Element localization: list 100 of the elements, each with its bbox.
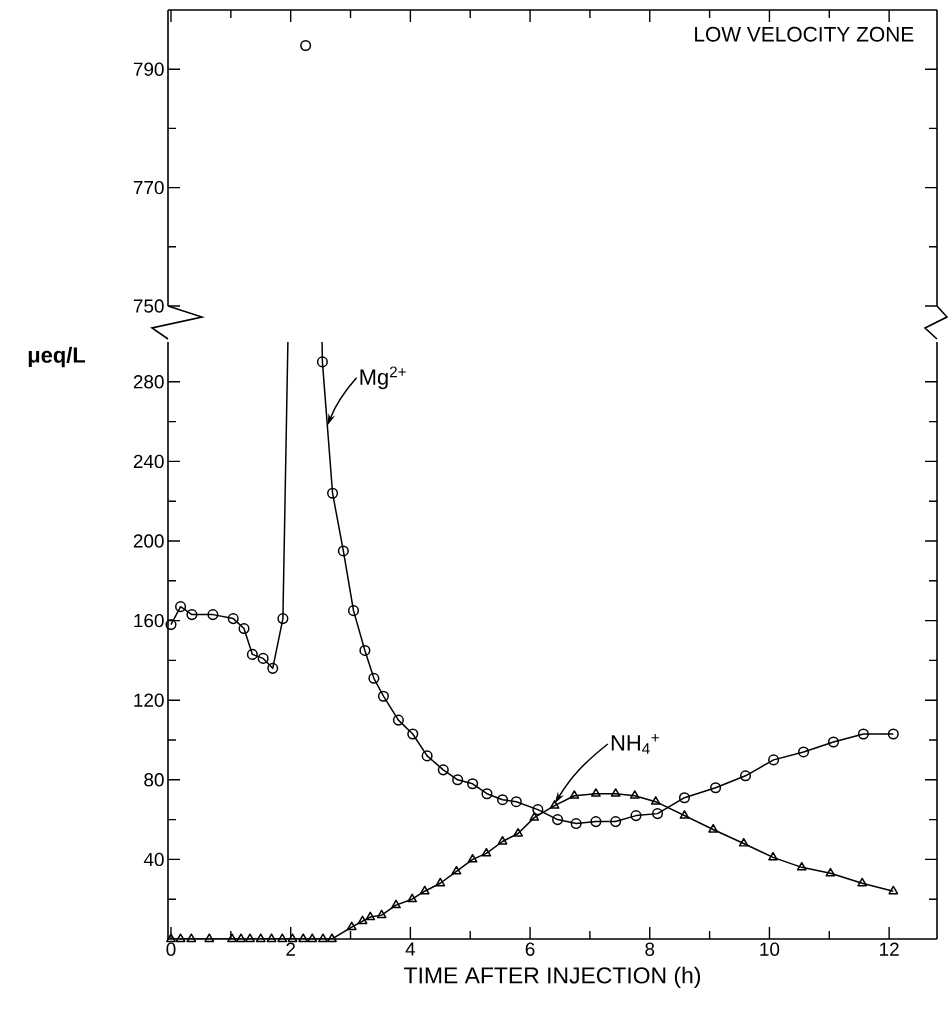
point bbox=[392, 714, 404, 726]
y-tick-label: 770 bbox=[133, 180, 164, 195]
point bbox=[246, 648, 258, 660]
point bbox=[857, 728, 869, 740]
point bbox=[175, 601, 187, 613]
point bbox=[238, 623, 250, 635]
point bbox=[739, 770, 752, 782]
point bbox=[825, 867, 836, 877]
point bbox=[227, 933, 237, 943]
point bbox=[236, 933, 246, 943]
point bbox=[227, 613, 239, 625]
point bbox=[738, 837, 749, 847]
y-tick-label: 120 bbox=[134, 693, 164, 707]
y-tick-label: 40 bbox=[143, 852, 164, 867]
point bbox=[437, 764, 449, 776]
point bbox=[888, 885, 899, 895]
series-label: NH$_{4}$+ bbox=[611, 734, 659, 754]
x-tick-label: 0 bbox=[166, 942, 176, 956]
point bbox=[549, 800, 560, 809]
point bbox=[327, 487, 339, 499]
y-tick-label: 790 bbox=[133, 62, 164, 76]
point bbox=[316, 356, 328, 368]
point bbox=[186, 609, 198, 621]
x-tick-label: 2 bbox=[286, 942, 295, 956]
point bbox=[421, 750, 433, 762]
point bbox=[327, 933, 337, 943]
point bbox=[266, 933, 277, 943]
point bbox=[650, 796, 661, 805]
point bbox=[318, 933, 328, 943]
x-tick-label: 6 bbox=[525, 942, 535, 956]
point bbox=[710, 782, 722, 794]
point bbox=[496, 794, 509, 806]
point bbox=[679, 810, 690, 819]
point bbox=[347, 605, 360, 617]
point bbox=[277, 933, 288, 943]
point bbox=[207, 609, 219, 621]
point bbox=[798, 746, 810, 758]
x-axis-title: TIME AFTER INJECTION (h) bbox=[404, 966, 701, 989]
point bbox=[510, 796, 522, 808]
x-tick-label: 4 bbox=[405, 942, 416, 956]
y-tick-label: 240 bbox=[133, 454, 164, 469]
point bbox=[255, 933, 266, 943]
x-tick-label: 12 bbox=[880, 942, 899, 956]
point bbox=[165, 619, 177, 631]
point bbox=[204, 933, 215, 943]
point bbox=[376, 909, 387, 919]
point bbox=[467, 853, 478, 863]
point bbox=[359, 644, 371, 656]
point bbox=[186, 933, 197, 943]
point bbox=[257, 652, 269, 664]
point bbox=[630, 810, 642, 822]
y-tick-label: 160 bbox=[134, 613, 164, 628]
point bbox=[407, 728, 419, 740]
point bbox=[419, 885, 430, 895]
point bbox=[768, 851, 778, 861]
point bbox=[552, 814, 564, 826]
y-axis-title: μeq/L bbox=[28, 346, 86, 368]
point bbox=[467, 778, 479, 790]
point bbox=[298, 933, 309, 943]
point bbox=[307, 933, 318, 943]
point bbox=[569, 790, 580, 799]
point bbox=[610, 788, 621, 797]
point bbox=[532, 804, 544, 816]
point bbox=[570, 818, 582, 830]
point bbox=[678, 792, 691, 804]
point bbox=[337, 545, 349, 557]
point bbox=[368, 672, 380, 684]
point bbox=[651, 808, 664, 820]
point bbox=[827, 736, 840, 748]
point bbox=[407, 893, 418, 903]
y-tick-label: 80 bbox=[144, 773, 164, 787]
point bbox=[267, 662, 279, 674]
point bbox=[175, 933, 186, 943]
x-tick-label: 10 bbox=[760, 942, 780, 956]
point bbox=[346, 921, 357, 931]
x-tick-label: 8 bbox=[645, 942, 655, 956]
point bbox=[277, 613, 289, 625]
point bbox=[481, 847, 492, 857]
point bbox=[166, 933, 176, 943]
point bbox=[629, 790, 640, 799]
point bbox=[481, 788, 493, 800]
point bbox=[708, 823, 719, 833]
point bbox=[497, 835, 508, 845]
point bbox=[377, 690, 389, 702]
y-tick-label: 750 bbox=[133, 299, 164, 313]
y-tick-label: 200 bbox=[133, 534, 164, 548]
point bbox=[357, 915, 368, 925]
series-label: Mg$^{2+}$ bbox=[360, 366, 406, 390]
point bbox=[887, 728, 899, 740]
point bbox=[796, 861, 807, 871]
point bbox=[513, 827, 523, 837]
point bbox=[435, 877, 446, 887]
point bbox=[287, 933, 298, 943]
point bbox=[245, 933, 255, 943]
y-tick-label: 280 bbox=[133, 375, 164, 389]
point bbox=[365, 911, 376, 921]
point bbox=[452, 774, 464, 786]
point bbox=[391, 899, 401, 909]
point bbox=[590, 788, 601, 797]
point bbox=[529, 812, 540, 821]
